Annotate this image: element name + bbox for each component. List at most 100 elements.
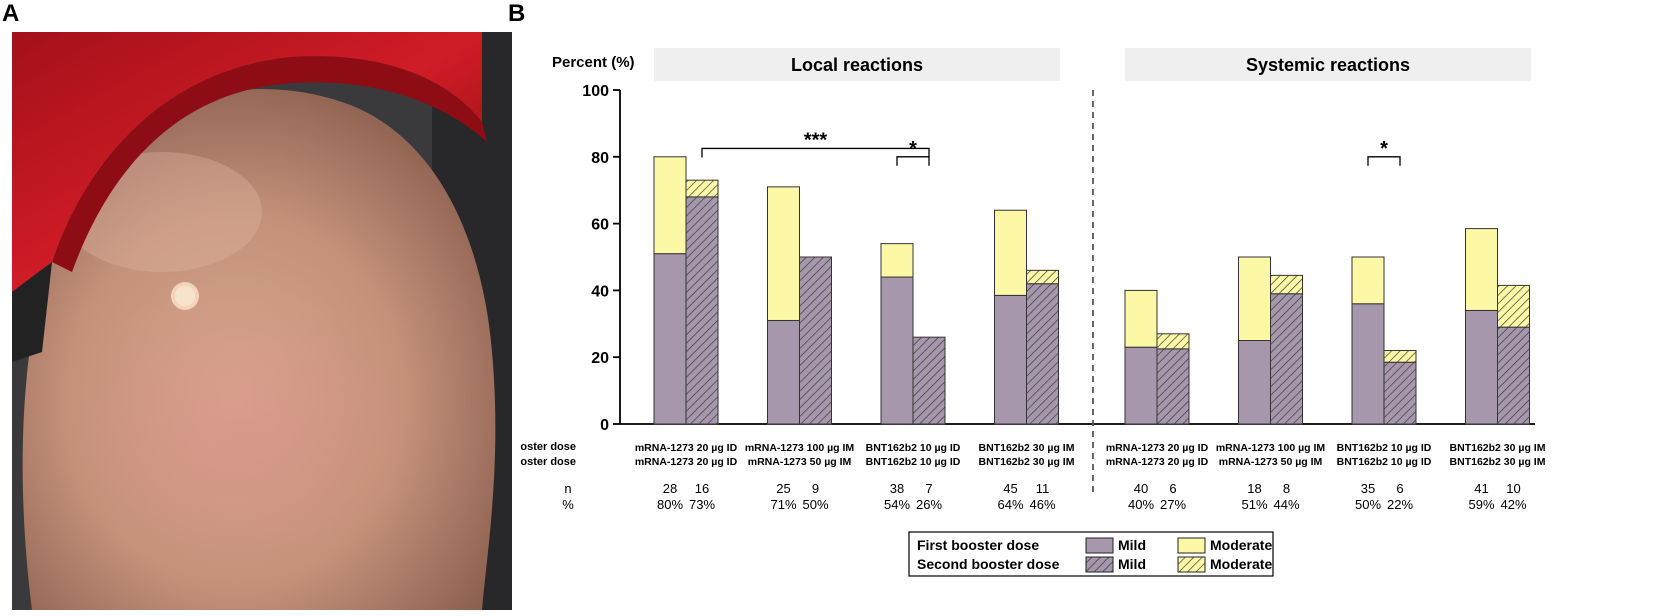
bar-moderate-first-dose (767, 186, 800, 321)
group-banner-local (654, 48, 1060, 81)
bar-mild-first-dose (880, 276, 914, 425)
value-percent-first: 54% (884, 497, 910, 512)
bar-mild-first-dose (1351, 303, 1385, 425)
value-percent-first: 59% (1468, 497, 1494, 512)
regimen-second-dose-label: BNT162b2 10 µg ID (1337, 456, 1432, 468)
value-percent-second: 46% (1029, 497, 1055, 512)
group-title-local: Local reactions (791, 55, 923, 75)
significance-marker: * (909, 138, 917, 160)
significance-marker: * (1380, 138, 1388, 160)
bar-mild-first-dose (653, 253, 687, 425)
value-n-second: 6 (1169, 481, 1176, 496)
bar-mild-hatch (686, 196, 718, 424)
legend-swatch-moderate-first (1177, 537, 1206, 554)
legend-swatch-moderate-second (1177, 556, 1206, 573)
group-title-systemic: Systemic reactions (1246, 55, 1410, 75)
regimen-second-dose-label: BNT162b2 30 µg IM (979, 456, 1075, 468)
value-percent-second: 27% (1160, 497, 1186, 512)
value-n-second: 9 (812, 481, 819, 496)
row-label-percent: % (562, 497, 574, 512)
legend-mild-second-label: Mild (1118, 556, 1146, 572)
legend-moderate-first-label: Moderate (1210, 537, 1272, 553)
regimen-second-dose-label: BNT162b2 30 µg IM (1450, 456, 1546, 468)
shoulder-injection-site-photo (12, 32, 512, 610)
regimen-second-dose-label: mRNA-1273 50 µg IM (1219, 456, 1323, 468)
value-percent-second: 50% (802, 497, 828, 512)
y-tick-label: 80 (591, 150, 609, 167)
bar-moderate-hatch (1497, 285, 1530, 328)
value-n-second: 10 (1506, 481, 1520, 496)
y-axis-label: Percent (%) (552, 54, 635, 71)
significance-bracket (701, 147, 930, 158)
legend-swatch-mild-second (1085, 556, 1114, 573)
regimen-second-dose-label: mRNA-1273 50 µg IM (748, 456, 852, 468)
regimen-first-dose-label: BNT162b2 30 µg IM (979, 442, 1075, 454)
stacked-bar-chart: Local reactions Systemic reactions Perce… (520, 48, 1546, 577)
value-n-second: 8 (1283, 481, 1290, 496)
row-label-second-dose: Second booster dose (520, 456, 576, 468)
legend-mild-first-label: Mild (1118, 537, 1146, 553)
regimen-second-dose-label: mRNA-1273 20 µg ID (1106, 456, 1209, 468)
y-tick-label: 0 (600, 417, 609, 434)
bar-mild-hatch (1384, 362, 1416, 424)
bar-moderate-first-dose (1465, 228, 1498, 311)
significance-brackets: *** * * (701, 129, 1401, 166)
bars (653, 156, 1530, 425)
bar-moderate-first-dose (994, 209, 1027, 296)
row-label-first-dose: First booster dose (520, 441, 576, 453)
value-n-first: 35 (1361, 481, 1375, 496)
legend: First booster dose Second booster dose M… (908, 531, 1274, 577)
value-n-second: 11 (1036, 481, 1050, 496)
legend-swatch-mild-first (1085, 537, 1114, 554)
bar-mild-hatch (1497, 327, 1530, 424)
value-n-first: 45 (1003, 481, 1017, 496)
value-n-second: 16 (695, 481, 709, 496)
bar-mild-hatch (1026, 283, 1059, 424)
regimen-first-dose-label: mRNA-1273 100 µg IM (745, 442, 855, 454)
bar-mild-first-dose (1465, 309, 1498, 425)
bar-moderate-first-dose (1238, 256, 1271, 341)
bar-mild-hatch (913, 337, 945, 424)
value-percent-second: 22% (1387, 497, 1413, 512)
bar-moderate-first-dose (1124, 289, 1158, 348)
bar-moderate-hatch (1026, 270, 1059, 284)
value-n-first: 38 (890, 481, 904, 496)
value-percent-first: 50% (1355, 497, 1381, 512)
legend-row-second-label: Second booster dose (917, 556, 1060, 572)
significance-bracket (896, 156, 930, 166)
significance-marker: *** (804, 129, 828, 151)
value-percent-second: 44% (1273, 497, 1299, 512)
y-tick-label: 100 (582, 83, 609, 100)
regimen-second-dose-label: mRNA-1273 20 µg ID (635, 456, 738, 468)
regimen-first-dose-label: BNT162b2 10 µg ID (1337, 442, 1432, 454)
value-n-first: 41 (1474, 481, 1488, 496)
y-tick-label: 60 (591, 217, 609, 234)
bar-moderate-first-dose (1351, 256, 1385, 305)
regimen-first-dose-label: mRNA-1273 100 µg IM (1216, 442, 1326, 454)
panel-label-b: B (508, 0, 526, 27)
value-n-first: 25 (776, 481, 790, 496)
value-percent-first: 64% (997, 497, 1023, 512)
y-tick-label: 20 (591, 350, 609, 367)
y-tick-label: 40 (591, 283, 609, 300)
value-n-first: 40 (1134, 481, 1148, 496)
value-percent-second: 42% (1500, 497, 1526, 512)
legend-row-first-label: First booster dose (917, 537, 1039, 553)
value-n-second: 7 (925, 481, 932, 496)
regimen-first-dose-label: mRNA-1273 20 µg ID (635, 442, 738, 454)
bar-mild-hatch (799, 257, 832, 424)
value-percent-first: 40% (1128, 497, 1154, 512)
regimen-first-dose-label: BNT162b2 30 µg IM (1450, 442, 1546, 454)
value-percent-second: 26% (916, 497, 942, 512)
regimen-first-dose-label: mRNA-1273 20 µg ID (1106, 442, 1209, 454)
row-label-n: n (564, 481, 571, 496)
bar-mild-hatch (1157, 348, 1189, 424)
group-banner-systemic (1125, 48, 1531, 81)
bar-mild-first-dose (767, 319, 800, 425)
value-n-first: 28 (663, 481, 677, 496)
value-percent-first: 80% (657, 497, 683, 512)
value-n-second: 6 (1396, 481, 1403, 496)
bar-mild-first-dose (994, 294, 1027, 425)
bar-mild-first-dose (1238, 340, 1271, 425)
value-n-first: 18 (1247, 481, 1261, 496)
